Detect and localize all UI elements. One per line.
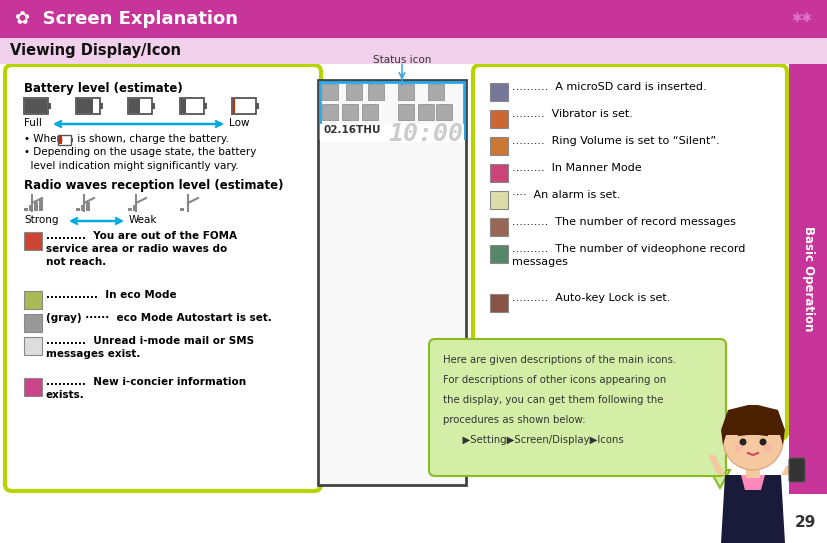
- FancyBboxPatch shape: [789, 64, 827, 494]
- FancyBboxPatch shape: [318, 80, 466, 485]
- Text: ✿  Screen Explanation: ✿ Screen Explanation: [15, 10, 238, 28]
- Text: ..........  Auto-key Lock is set.: .......... Auto-key Lock is set.: [512, 293, 671, 303]
- FancyBboxPatch shape: [24, 232, 42, 250]
- Text: Strong: Strong: [24, 215, 59, 225]
- Polygon shape: [721, 475, 785, 543]
- FancyBboxPatch shape: [746, 470, 760, 478]
- FancyBboxPatch shape: [473, 65, 787, 439]
- Text: Here are given descriptions of the main icons.: Here are given descriptions of the main …: [443, 355, 676, 365]
- Text: • When: • When: [24, 134, 66, 144]
- Text: For descriptions of other icons appearing on: For descriptions of other icons appearin…: [443, 375, 667, 385]
- Text: Radio waves reception level (estimate): Radio waves reception level (estimate): [24, 179, 284, 192]
- FancyBboxPatch shape: [322, 84, 338, 100]
- FancyBboxPatch shape: [24, 378, 42, 396]
- FancyBboxPatch shape: [789, 458, 805, 482]
- Text: • Depending on the usage state, the battery
  level indication might significant: • Depending on the usage state, the batt…: [24, 147, 256, 171]
- Text: Battery level (estimate): Battery level (estimate): [24, 82, 183, 95]
- Text: Low: Low: [229, 118, 250, 128]
- FancyBboxPatch shape: [490, 191, 508, 209]
- Text: Basic Operation: Basic Operation: [801, 226, 815, 332]
- Text: 10:00: 10:00: [388, 122, 463, 146]
- Circle shape: [763, 444, 771, 452]
- FancyBboxPatch shape: [77, 99, 93, 113]
- Circle shape: [739, 439, 747, 445]
- Text: ..........  The number of videophone record
messages: .......... The number of videophone reco…: [512, 244, 745, 267]
- FancyBboxPatch shape: [368, 84, 384, 100]
- FancyBboxPatch shape: [34, 202, 38, 211]
- FancyBboxPatch shape: [29, 205, 33, 211]
- Text: ..........  You are out of the FOMA
service area or radio waves do
not reach.: .......... You are out of the FOMA servi…: [46, 231, 237, 267]
- FancyBboxPatch shape: [48, 103, 51, 109]
- FancyBboxPatch shape: [129, 99, 140, 113]
- FancyBboxPatch shape: [24, 208, 28, 211]
- FancyBboxPatch shape: [24, 337, 42, 355]
- Polygon shape: [708, 455, 725, 475]
- Polygon shape: [781, 465, 795, 475]
- FancyBboxPatch shape: [81, 205, 85, 211]
- Polygon shape: [710, 470, 730, 488]
- FancyBboxPatch shape: [398, 104, 414, 120]
- Circle shape: [723, 410, 783, 470]
- FancyBboxPatch shape: [128, 208, 132, 211]
- FancyBboxPatch shape: [86, 202, 90, 211]
- Text: Full: Full: [24, 118, 42, 128]
- Text: ..........  A microSD card is inserted.: .......... A microSD card is inserted.: [512, 82, 706, 92]
- FancyBboxPatch shape: [25, 99, 47, 113]
- FancyBboxPatch shape: [152, 103, 155, 109]
- FancyBboxPatch shape: [490, 83, 508, 101]
- FancyBboxPatch shape: [181, 99, 186, 113]
- Text: ▶Setting▶Screen/Display▶Icons: ▶Setting▶Screen/Display▶Icons: [443, 435, 624, 445]
- FancyBboxPatch shape: [233, 99, 235, 113]
- FancyBboxPatch shape: [490, 164, 508, 182]
- FancyBboxPatch shape: [71, 138, 73, 142]
- Text: ····  An alarm is set.: ···· An alarm is set.: [512, 190, 620, 200]
- Polygon shape: [741, 475, 765, 490]
- Text: Weak: Weak: [129, 215, 157, 225]
- FancyBboxPatch shape: [362, 104, 378, 120]
- Text: Status icon: Status icon: [373, 55, 431, 65]
- Text: Viewing Display/Icon: Viewing Display/Icon: [10, 43, 181, 59]
- Circle shape: [759, 439, 767, 445]
- Text: .........  In Manner Mode: ......... In Manner Mode: [512, 163, 642, 173]
- Text: procedures as shown below:: procedures as shown below:: [443, 415, 586, 425]
- FancyBboxPatch shape: [346, 84, 362, 100]
- FancyBboxPatch shape: [0, 38, 827, 64]
- FancyBboxPatch shape: [436, 104, 452, 120]
- FancyBboxPatch shape: [490, 218, 508, 236]
- Text: .........  Ring Volume is set to “Silent”.: ......... Ring Volume is set to “Silent”…: [512, 136, 719, 146]
- Text: 02.16THU: 02.16THU: [323, 125, 380, 135]
- FancyBboxPatch shape: [429, 339, 726, 476]
- Text: the display, you can get them following the: the display, you can get them following …: [443, 395, 663, 405]
- FancyBboxPatch shape: [0, 64, 827, 543]
- Text: 29: 29: [795, 515, 816, 530]
- Polygon shape: [721, 405, 785, 445]
- FancyBboxPatch shape: [59, 136, 62, 144]
- FancyBboxPatch shape: [39, 199, 43, 211]
- FancyBboxPatch shape: [342, 104, 358, 120]
- FancyBboxPatch shape: [0, 0, 827, 38]
- Text: ✱✱: ✱✱: [791, 12, 812, 26]
- FancyBboxPatch shape: [256, 103, 259, 109]
- FancyBboxPatch shape: [24, 291, 42, 309]
- Text: .............  In eco Mode: ............. In eco Mode: [46, 290, 177, 300]
- FancyBboxPatch shape: [428, 84, 444, 100]
- FancyBboxPatch shape: [418, 104, 434, 120]
- FancyBboxPatch shape: [322, 104, 338, 120]
- Text: is shown, charge the battery.: is shown, charge the battery.: [74, 134, 229, 144]
- FancyBboxPatch shape: [100, 103, 103, 109]
- FancyBboxPatch shape: [24, 314, 42, 332]
- FancyBboxPatch shape: [76, 208, 80, 211]
- Text: ..........  Unread i-mode mail or SMS
messages exist.: .......... Unread i-mode mail or SMS mes…: [46, 336, 254, 359]
- FancyBboxPatch shape: [5, 65, 321, 491]
- FancyBboxPatch shape: [180, 208, 184, 211]
- FancyBboxPatch shape: [490, 294, 508, 312]
- Text: ..........  New i-concier information
exists.: .......... New i-concier information exi…: [46, 377, 246, 400]
- FancyBboxPatch shape: [204, 103, 207, 109]
- Text: .........  Vibrator is set.: ......... Vibrator is set.: [512, 109, 633, 119]
- FancyBboxPatch shape: [490, 245, 508, 263]
- FancyBboxPatch shape: [490, 137, 508, 155]
- FancyBboxPatch shape: [320, 124, 464, 142]
- FancyBboxPatch shape: [398, 84, 414, 100]
- Circle shape: [735, 444, 743, 452]
